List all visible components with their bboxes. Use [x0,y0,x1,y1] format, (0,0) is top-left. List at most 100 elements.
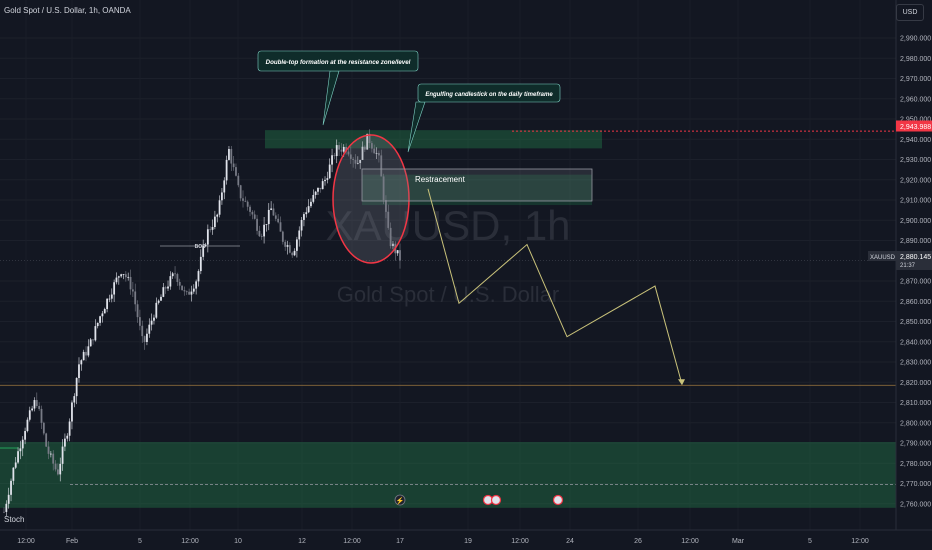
candle-body [155,302,158,318]
candle-body [232,163,235,168]
candle-body [375,152,378,154]
candle-body [7,494,10,504]
candle-body [249,206,251,212]
candle-body [113,282,116,295]
callout-double-top-text: Double-top formation at the resistance z… [266,59,411,66]
candle-body [136,304,139,318]
candle-body [368,133,371,144]
candle-body [221,192,223,201]
time-axis-label: 12:00 [181,538,199,545]
candle-body [291,252,294,256]
candle-body [293,250,296,256]
price-axis-label: 2,820.000 [900,380,931,387]
price-axis-label: 2,960.000 [900,96,931,103]
watermark: XAUUSD, 1h Gold Spot / U.S. Dollar [325,202,570,307]
candle-body [211,227,214,230]
candle-body [331,155,333,165]
candle-body [176,274,179,282]
time-axis-label: 19 [464,538,472,545]
candle-body [3,511,5,513]
annotations-layer: Restracement BOS Double-top formation at… [160,50,685,506]
candle-body [35,400,38,407]
candle-body [150,320,153,325]
candle-body [110,294,113,299]
candle-body [239,185,242,199]
symbol-header: Gold Spot / U.S. Dollar, 1h, OANDA [4,6,131,15]
candle-body [85,351,87,356]
bos-marker: BOS [160,244,240,250]
candle-body [188,291,191,295]
price-axis-label: 2,860.000 [900,299,931,306]
candle-body [260,236,263,237]
candle-body [117,276,120,278]
price-axis-label: 2,830.000 [900,360,931,367]
candle-body [256,218,258,231]
candle-body [242,198,244,201]
candle-body [167,286,169,289]
candle-body [148,324,151,334]
price-axis-label: 2,760.000 [900,501,931,508]
candle-body [24,431,26,440]
time-axis-label: Feb [66,538,78,545]
candle-body [38,406,41,409]
candle-body [303,214,305,220]
candle-body [356,163,359,164]
time-axis-label: 12:00 [511,538,529,545]
candle-body [66,435,69,439]
candle-body [396,250,399,254]
candle-body [373,148,376,154]
candle-body [314,191,317,195]
candle-body [28,410,31,420]
candle-body [183,290,186,292]
resistance-price-tag: 2,943.988 [896,120,932,132]
callout-double-top: Double-top formation at the resistance z… [257,50,419,126]
candle-body [71,402,73,422]
price-axis[interactable]: 2,990.000 2,980.000 2,970.000 2,960.000 2,95… [868,0,932,530]
candle-body [14,462,17,468]
candle-body [389,227,392,247]
candle-body [317,187,319,192]
currency-button[interactable]: USD [896,4,924,21]
candle-body [235,167,237,176]
candle-body [347,151,350,155]
candle-body [169,276,172,287]
candle-body [120,274,123,277]
current-price-text: 2,880.145 [900,254,931,261]
candle-body [80,360,83,365]
candle-body [129,276,132,290]
candle-body [52,453,55,464]
candle-body [267,209,270,225]
projection-arrowhead [678,379,685,386]
zone-retracement [362,174,592,206]
candle-body [244,200,247,202]
candle-body [230,149,233,164]
candle-body [202,246,205,257]
price-axis-label: 2,900.000 [900,218,931,225]
watermark-name: Gold Spot / U.S. Dollar [337,282,560,307]
candle-body [204,244,207,247]
candle-body [349,154,352,159]
candle-body [265,224,268,225]
candle-body [345,146,348,152]
event-markers: ⚡ [394,494,564,506]
time-axis-label: 24 [566,538,574,545]
candle-body [277,218,280,223]
candle-body [209,229,212,231]
retracement-label: Restracement [415,175,466,184]
candle-body [68,421,71,436]
candle-body [162,287,165,297]
candle-body [139,317,141,326]
time-axis-label: 17 [396,538,404,545]
current-price-tag: XAUUSD 2,880.145 21:37 [868,251,932,270]
candle-body [101,313,104,317]
candle-body [274,215,277,219]
candle-body [310,201,312,207]
zone-demand [0,441,896,508]
candle-body [21,439,24,449]
candle-body [115,277,118,283]
time-axis[interactable]: 12:00 Feb 5 12:00 10 12 12:00 17 19 12:00 24 26 12:0… [0,529,932,550]
candle-body [47,446,50,454]
candle-body [300,219,303,231]
candle-body [54,463,57,470]
